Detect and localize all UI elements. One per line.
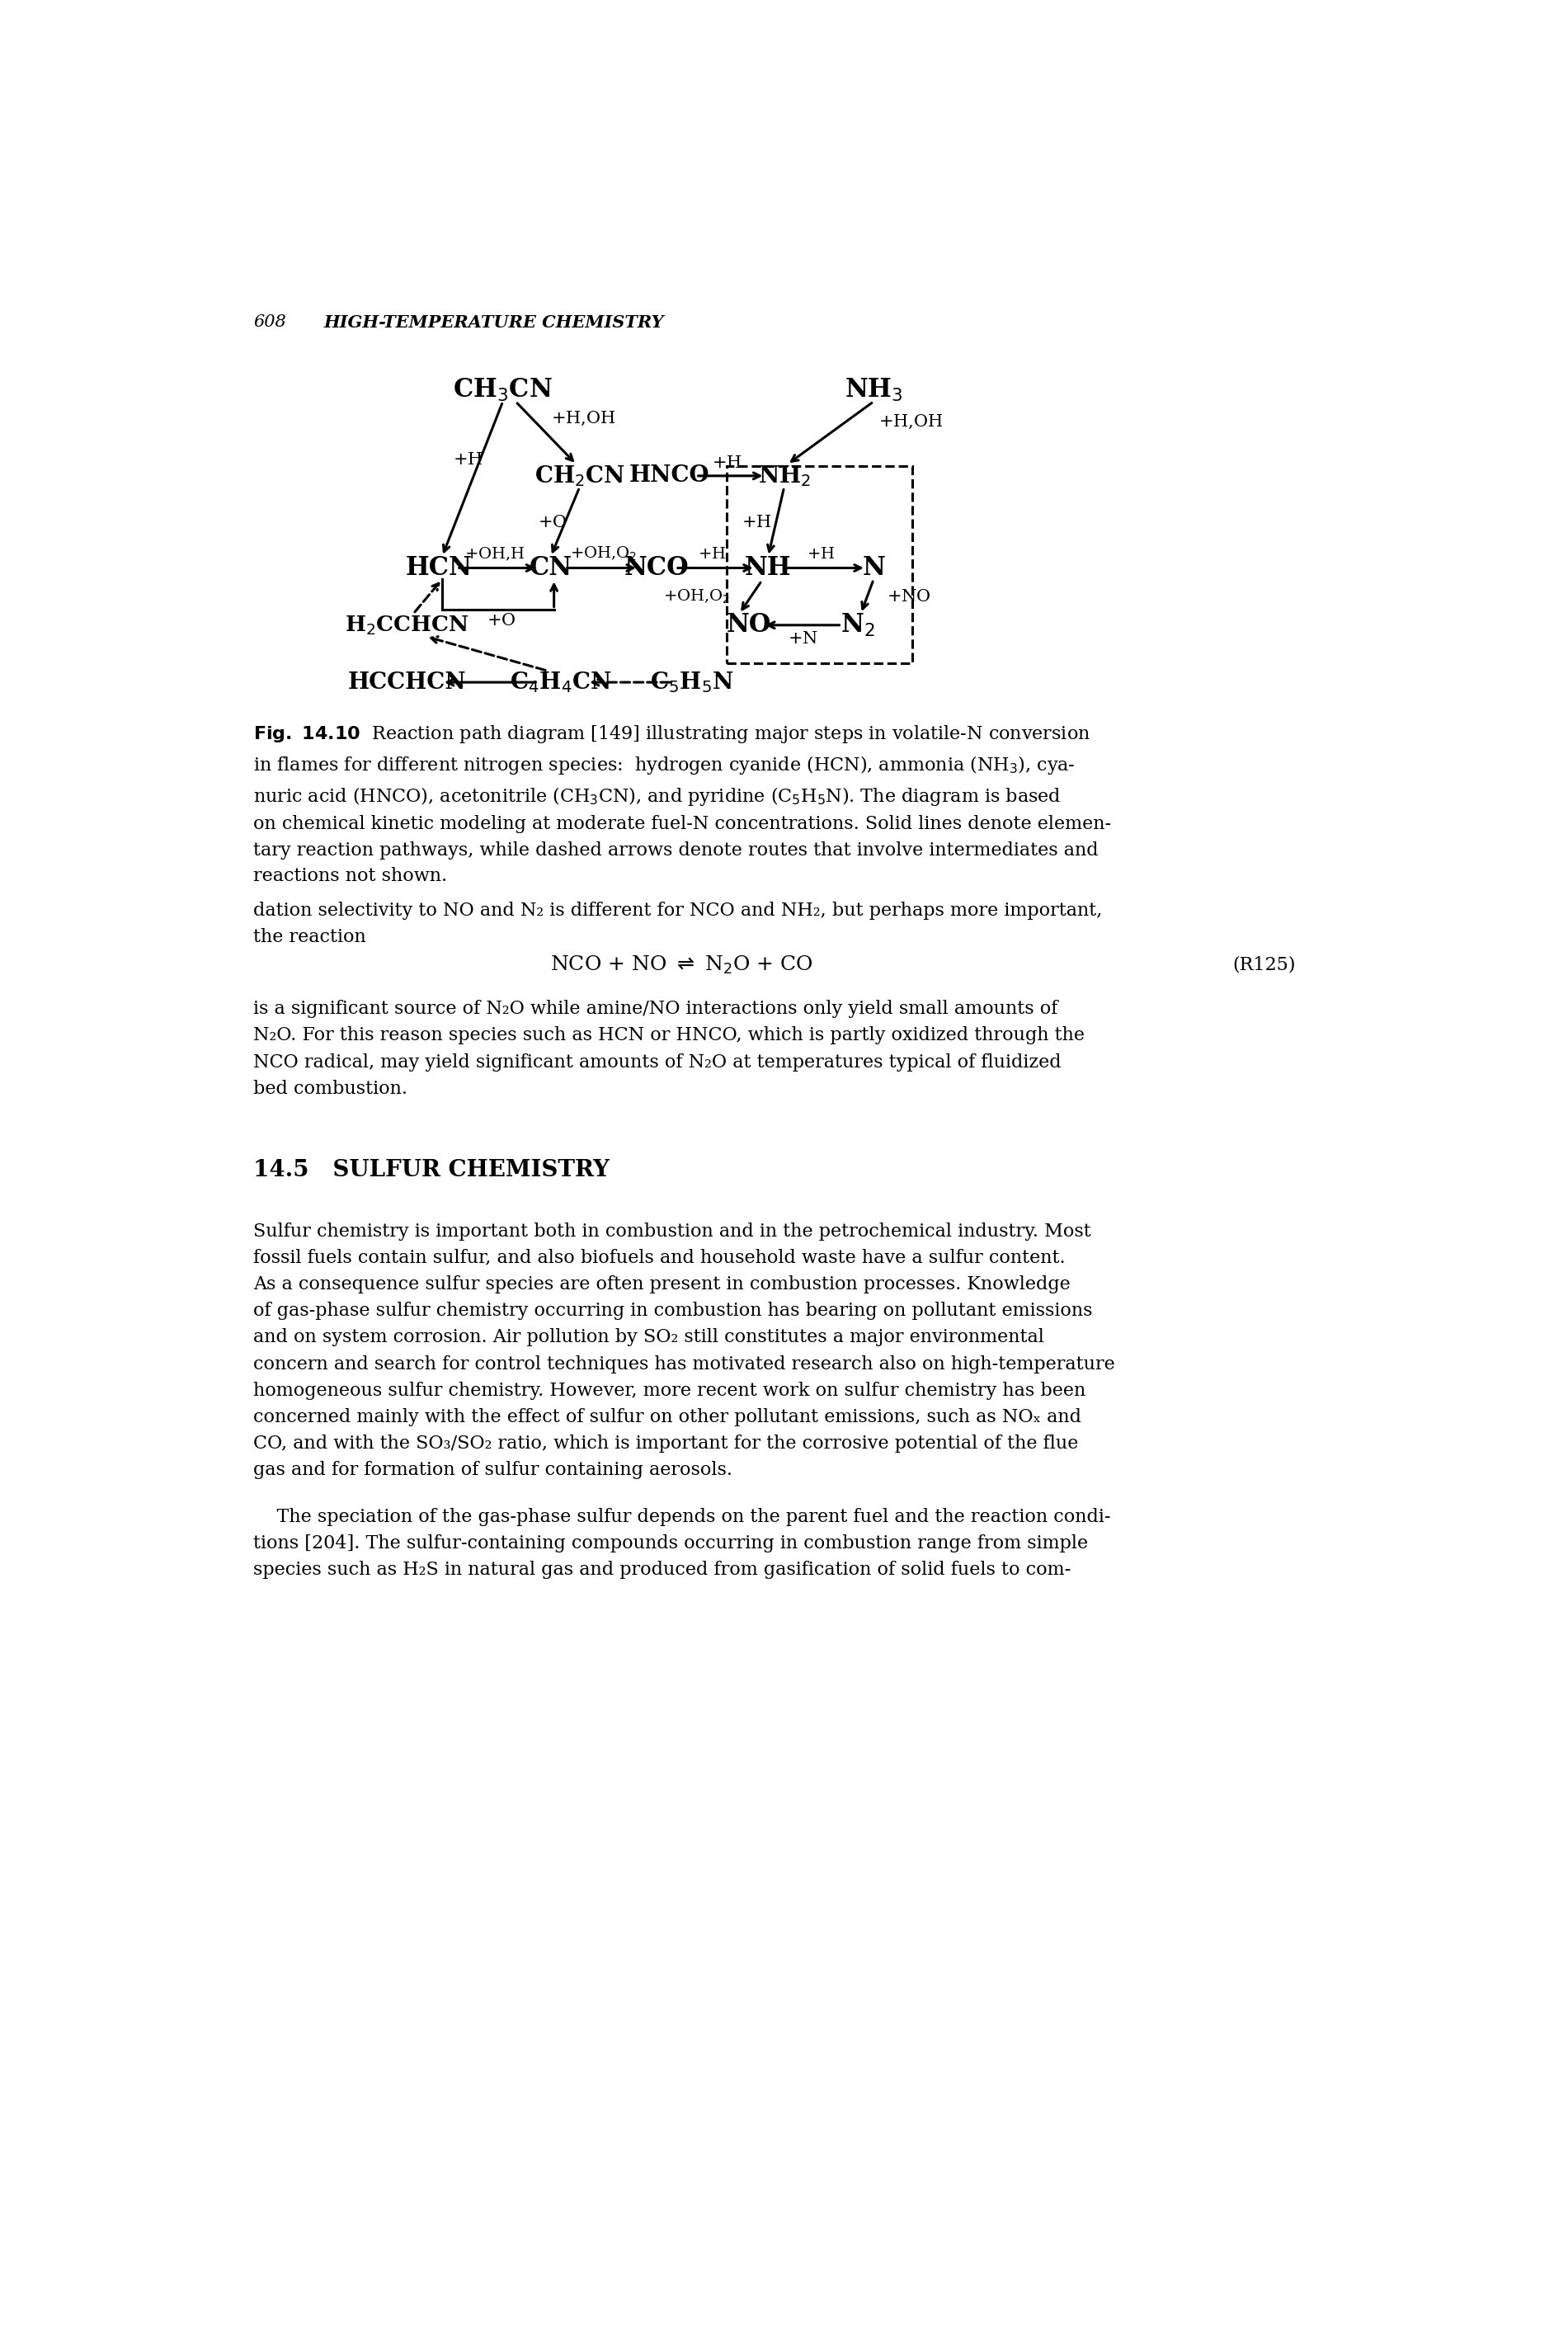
- Text: NCO: NCO: [624, 555, 688, 581]
- Text: HIGH-TEMPERATURE CHEMISTRY: HIGH-TEMPERATURE CHEMISTRY: [325, 315, 665, 331]
- Text: $+$O: $+$O: [538, 515, 566, 529]
- Text: $+$H: $+$H: [698, 545, 726, 562]
- Text: (R125): (R125): [1232, 957, 1295, 973]
- Text: C$_5$H$_5$N: C$_5$H$_5$N: [649, 670, 734, 694]
- Text: 14.5   SULFUR CHEMISTRY: 14.5 SULFUR CHEMISTRY: [254, 1159, 610, 1180]
- Text: $+$H,OH: $+$H,OH: [550, 409, 616, 428]
- Text: $+$H,OH: $+$H,OH: [878, 414, 944, 430]
- Text: $+$H: $+$H: [712, 456, 742, 470]
- Text: CH$_2$CN: CH$_2$CN: [535, 463, 626, 489]
- Text: HCCHCN: HCCHCN: [348, 670, 466, 694]
- Text: Sulfur chemistry is important both in combustion and in the petrochemical indust: Sulfur chemistry is important both in co…: [254, 1223, 1115, 1479]
- Text: $\bf{Fig.\ 14.10}$  Reaction path diagram [149] illustrating major steps in vola: $\bf{Fig.\ 14.10}$ Reaction path diagram…: [254, 724, 1112, 886]
- Text: N$_2$: N$_2$: [840, 611, 875, 639]
- Text: NCO + NO $\rightleftharpoons$ N$_2$O + CO: NCO + NO $\rightleftharpoons$ N$_2$O + C…: [550, 955, 814, 976]
- Text: HNCO: HNCO: [629, 465, 709, 487]
- Text: $+$OH,O$_2$: $+$OH,O$_2$: [663, 588, 729, 604]
- Text: $+$OH,H: $+$OH,H: [464, 545, 525, 562]
- Text: H$_2$CCHCN: H$_2$CCHCN: [345, 614, 469, 637]
- Text: $+$OH,O$_2$: $+$OH,O$_2$: [569, 545, 637, 562]
- Text: The speciation of the gas-phase sulfur depends on the parent fuel and the reacti: The speciation of the gas-phase sulfur d…: [254, 1507, 1112, 1580]
- Text: NH$_2$: NH$_2$: [757, 463, 811, 489]
- Text: $+$H: $+$H: [806, 545, 834, 562]
- Text: NH$_3$: NH$_3$: [844, 376, 903, 404]
- Text: $+$O: $+$O: [486, 614, 516, 628]
- Text: 608: 608: [254, 315, 287, 329]
- Text: CH$_3$CN: CH$_3$CN: [453, 376, 552, 404]
- Text: C$_4$H$_4$CN: C$_4$H$_4$CN: [510, 670, 612, 694]
- Text: $+$N: $+$N: [789, 632, 818, 647]
- Text: NH: NH: [745, 555, 792, 581]
- Text: dation selectivity to NO and N₂ is different for NCO and NH₂, but perhaps more i: dation selectivity to NO and N₂ is diffe…: [254, 900, 1102, 945]
- Text: CN: CN: [530, 555, 572, 581]
- Text: $+$NO: $+$NO: [886, 588, 931, 604]
- Text: $+$H: $+$H: [453, 451, 483, 468]
- Text: HCN: HCN: [406, 555, 472, 581]
- Text: NO: NO: [726, 611, 771, 637]
- Text: N: N: [862, 555, 884, 581]
- Text: $+$H: $+$H: [742, 515, 771, 529]
- Text: is a significant source of N₂O while amine/NO interactions only yield small amou: is a significant source of N₂O while ami…: [254, 999, 1085, 1098]
